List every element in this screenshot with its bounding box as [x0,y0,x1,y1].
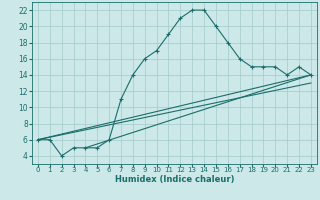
X-axis label: Humidex (Indice chaleur): Humidex (Indice chaleur) [115,175,234,184]
